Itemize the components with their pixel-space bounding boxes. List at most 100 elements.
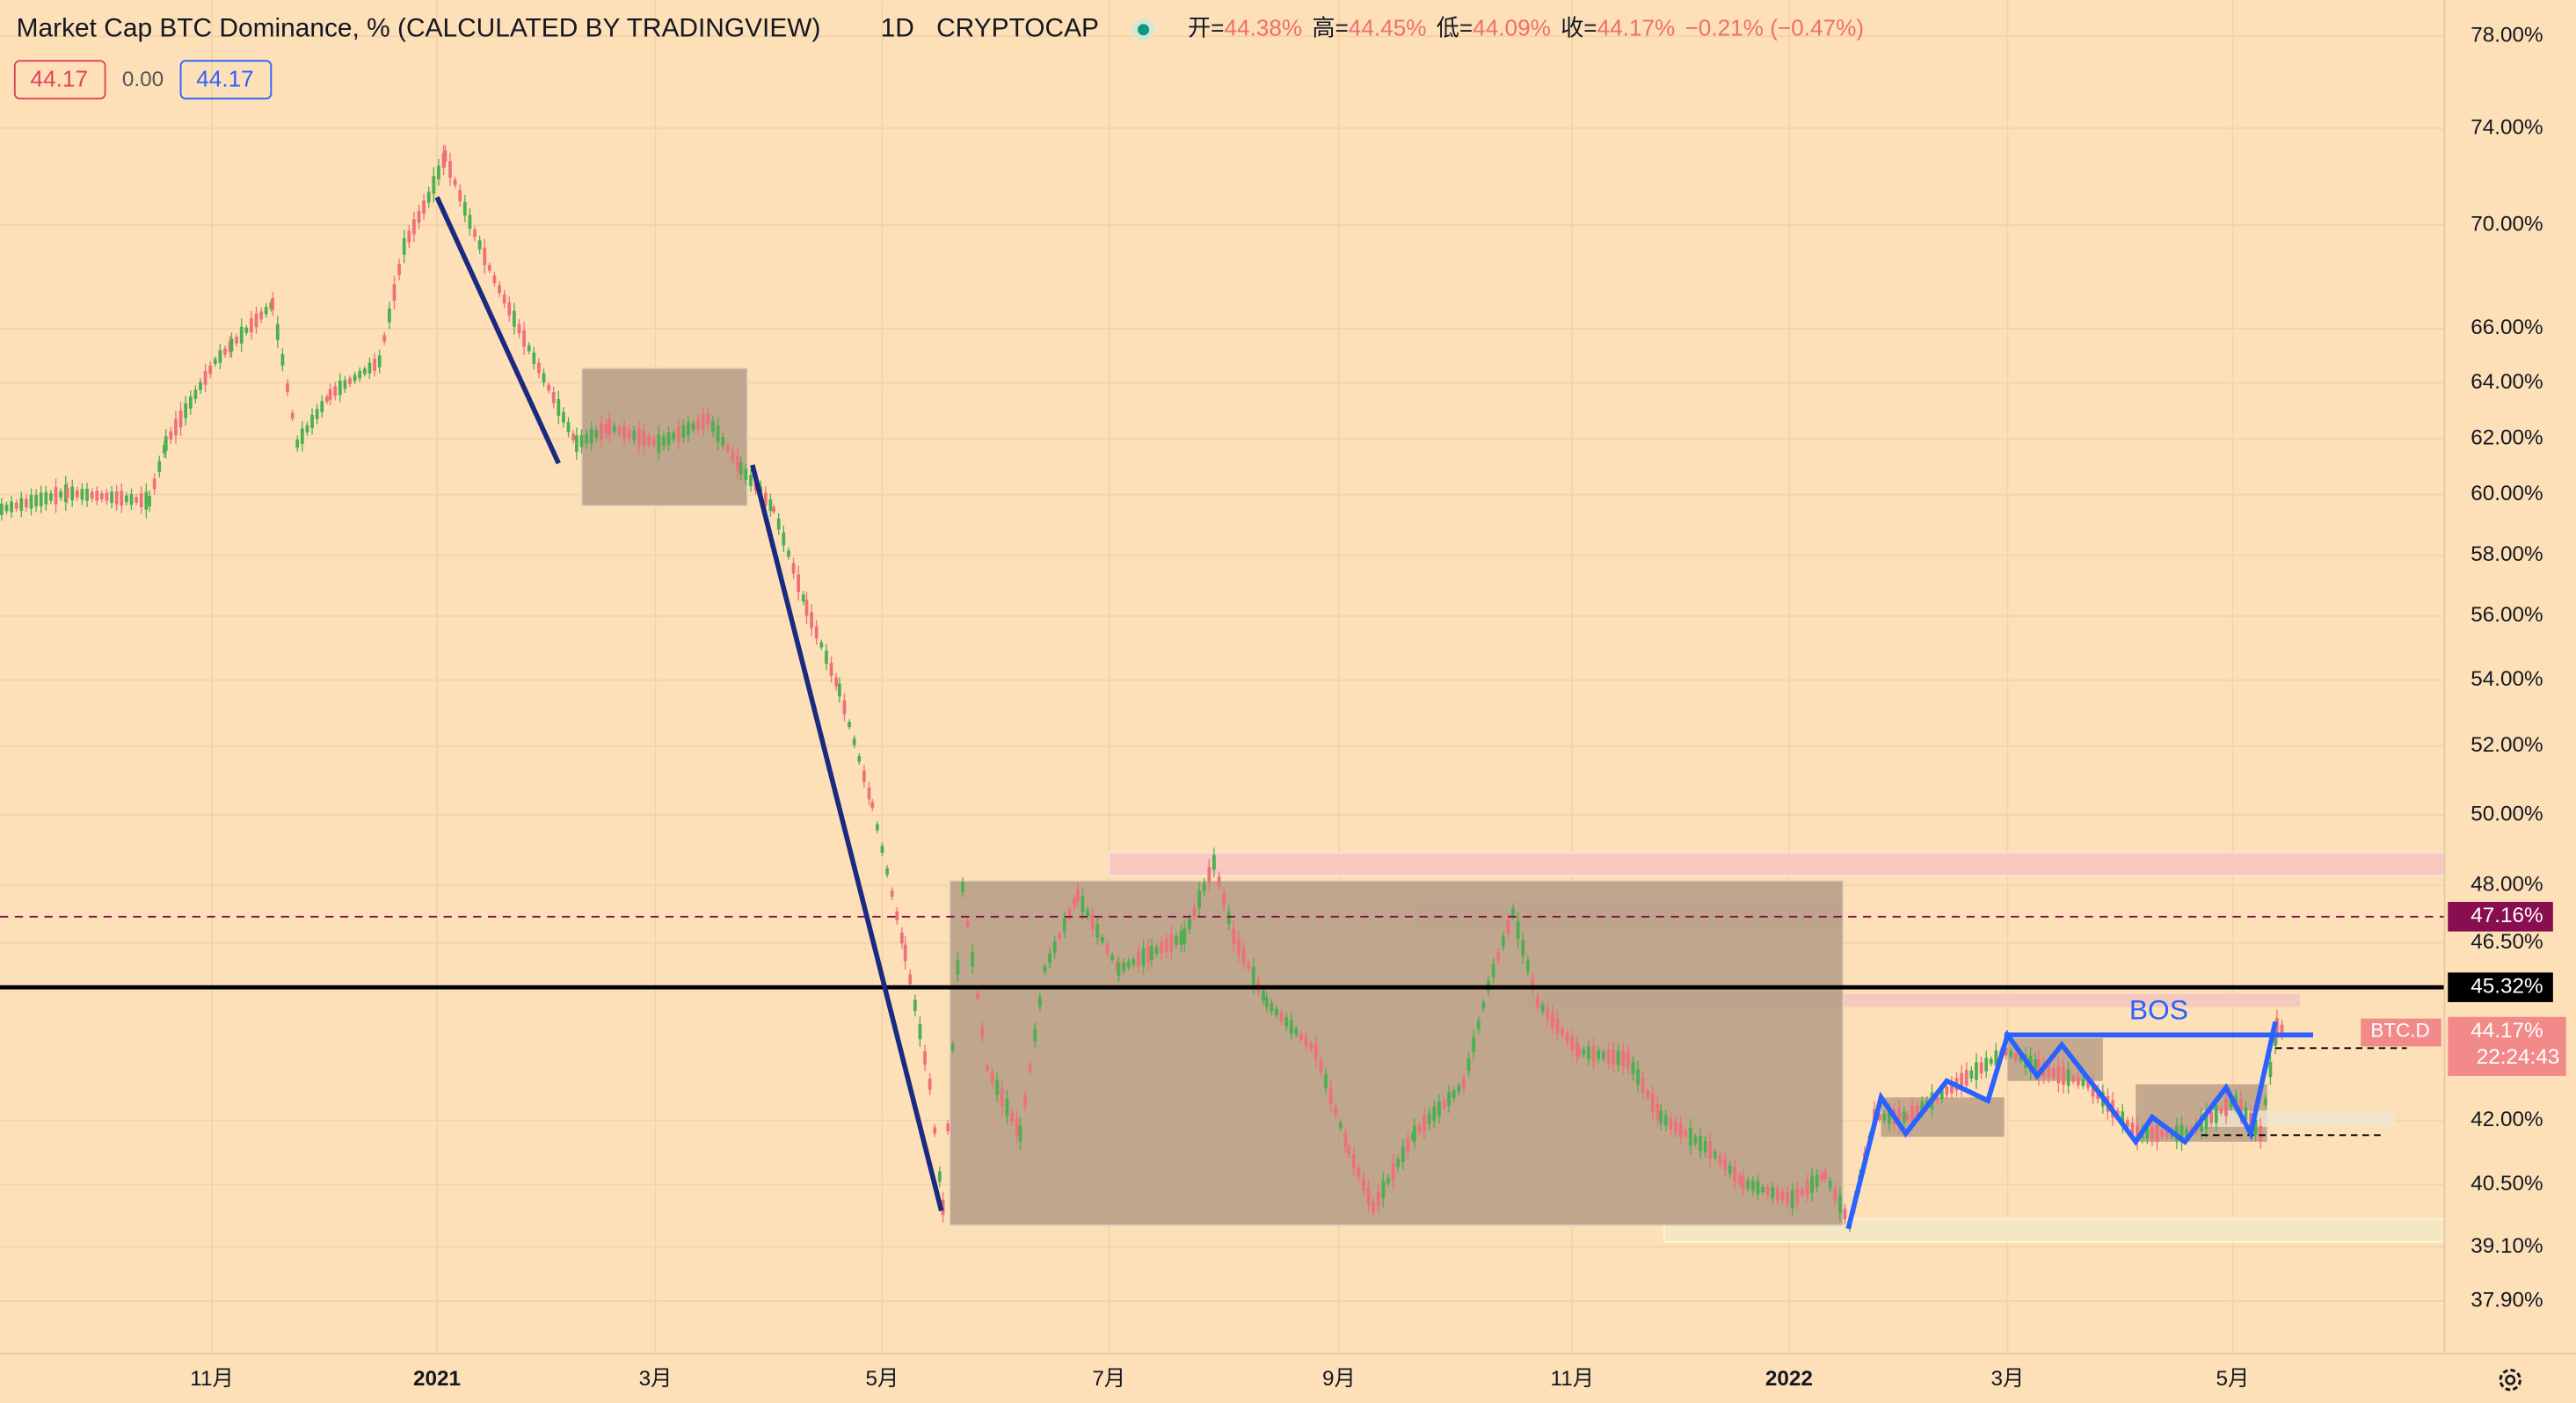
candle-body [933,1127,937,1134]
candle-body [338,380,342,396]
candle-body [105,492,109,501]
candle-body [1299,1033,1303,1040]
candle-body [1546,1007,1550,1021]
candle-body [1703,1141,1707,1152]
candle-body [1423,1116,1426,1132]
ohlc-label: 开= [1188,15,1224,41]
candle-body [1442,1101,1446,1108]
candle-body [49,493,53,501]
legend-value: 0.00 [122,68,164,91]
candle-body [1960,1072,1964,1089]
candle-body [1570,1036,1575,1050]
candle-body [928,1079,932,1090]
candle-body [971,952,975,967]
candle-body [1462,1079,1466,1090]
candle-body [1396,1159,1401,1167]
candle-body [129,493,134,505]
candle-body [407,230,411,243]
candle-body [725,446,730,452]
candle-body [254,313,258,328]
candle-body [986,1065,989,1071]
candle-body [1447,1092,1451,1107]
candle-body [2004,1047,2008,1056]
candle-body [1663,1115,1668,1126]
candle-body [483,247,487,265]
price-label: 50.00% [2470,802,2543,825]
candle-body [1237,938,1241,955]
candle-body [1606,1050,1611,1064]
candle-body [736,455,739,471]
candle-body [1062,918,1066,932]
candle-body [834,677,838,687]
candle-body [271,297,275,310]
candle-body [1989,1058,1993,1065]
candle-body [1674,1121,1677,1133]
candle-body [1309,1043,1313,1050]
candle-body [1401,1146,1405,1162]
candle-body [1179,931,1183,945]
candle-body [1105,944,1110,954]
candle-body [1457,1086,1461,1093]
candle-body [522,330,526,347]
candle-body [1837,1195,1842,1213]
settings-icon[interactable] [2499,1369,2521,1392]
candle-body [1067,909,1072,919]
candle-body [2219,1108,2223,1114]
candle-body [10,501,13,512]
candle-body [1141,948,1146,966]
candle-body [513,310,516,327]
time-label: 5月 [2216,1367,2250,1391]
candle-body [2125,1120,2129,1128]
candle-body [895,911,899,920]
candle-body [1294,1029,1299,1035]
candle-body [2145,1128,2150,1139]
candle-body [1015,1118,1019,1136]
candle-body [473,229,477,237]
support-tag [2448,972,2553,1002]
candle-body [562,411,565,423]
candle-body [310,414,314,428]
candle-body [829,663,833,677]
candle-body [1132,959,1136,965]
candle-body [358,370,362,379]
candle-body [333,386,338,396]
candle-body [1247,963,1251,969]
candle-body [1684,1130,1688,1137]
candle-body [1319,1061,1323,1072]
candle-body [837,683,841,697]
candle-body [1160,941,1163,954]
candle-body [110,491,113,504]
support-label: 45.32% [2470,975,2543,999]
candle-body [885,868,889,876]
candle-body [1018,1125,1022,1142]
candle-body [1175,936,1178,945]
candle-body [1372,1202,1376,1213]
price-label: 66.00% [2470,316,2543,339]
candle-body [763,492,768,505]
candle-body [157,461,162,472]
candle-body [502,294,506,304]
candle-body [19,498,24,511]
ohlc: 开=44.38% 高=44.45% 低=44.09% 收=44.17% −0.21% (… [1188,15,1864,41]
range-box [949,879,1845,1227]
time-label: 3月 [1991,1367,2025,1391]
candle-body [169,431,173,440]
candle-body [1217,876,1221,886]
candle-body [566,422,571,433]
candle-body [1536,996,1539,1007]
price-label: 56.00% [2470,603,2543,627]
legend-box [179,60,273,100]
time-label: 11月 [190,1367,234,1391]
candle-body [2009,1050,2013,1058]
candle-body [1073,898,1076,907]
candle-body [1646,1091,1650,1098]
candle-body [1192,907,1197,917]
candle-body [913,1000,917,1011]
candle-body [1984,1058,1989,1072]
candle-body [2204,1111,2209,1130]
candle-body [2249,1112,2252,1129]
candle-body [2013,1052,2018,1060]
candle-body [1733,1167,1737,1182]
candle-body [1491,964,1495,978]
candle-body [1391,1163,1395,1181]
